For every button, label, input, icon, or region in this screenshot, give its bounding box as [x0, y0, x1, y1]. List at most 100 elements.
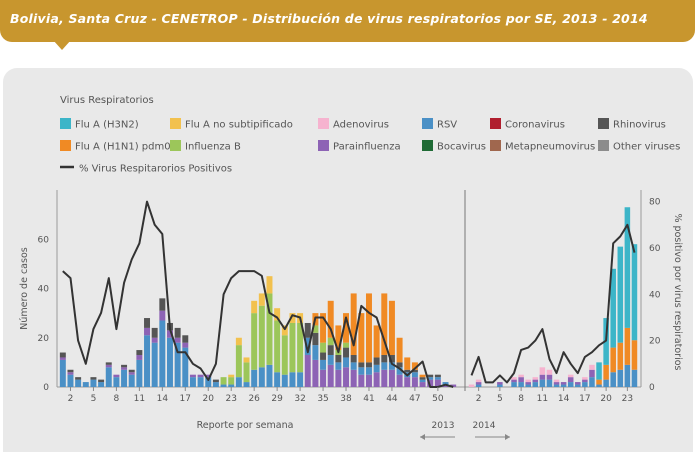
bar-segment	[312, 332, 319, 346]
bar-segment	[388, 354, 395, 363]
bar-segment	[98, 379, 105, 383]
legend-label: Flu A no subtipificado	[185, 120, 293, 131]
bar-segment	[631, 244, 638, 341]
bar-segment	[589, 377, 595, 387]
bar-segment	[582, 377, 588, 380]
bar-segment	[411, 377, 418, 387]
x-tick-label: 2	[476, 394, 482, 404]
bar-segment	[297, 322, 304, 373]
bar-segment	[575, 382, 581, 385]
bar-segment	[610, 347, 616, 373]
bar-segment	[419, 379, 426, 383]
bar-segment	[235, 337, 242, 346]
bar-segment	[411, 372, 418, 378]
y-tick-label: 0	[43, 383, 49, 393]
bar-segment	[411, 369, 418, 373]
bar-segment	[553, 379, 560, 383]
bar-segment	[624, 207, 631, 328]
bar-segment	[166, 337, 173, 387]
bar-segment	[404, 369, 411, 373]
bar-segment	[350, 362, 357, 370]
legend-swatch	[170, 140, 181, 151]
pct-positive-line	[62, 200, 454, 388]
x-tick-label: 20	[203, 394, 215, 404]
bar-segment	[251, 300, 258, 314]
x-tick-label: 32	[294, 394, 305, 404]
bar-segment	[289, 372, 296, 387]
bar-segment	[59, 359, 66, 387]
title-banner: Bolivia, Santa Cruz - CENETROP - Distrib…	[0, 0, 695, 42]
legend-label: RSV	[437, 120, 457, 131]
legend-swatch	[490, 118, 501, 129]
bar-segment	[266, 293, 273, 365]
bar-segment	[59, 352, 66, 358]
bar-segment	[67, 374, 74, 387]
bar-segment	[404, 377, 411, 387]
bar-segment	[82, 382, 89, 387]
bar-segment	[624, 364, 631, 387]
bar-segment	[617, 246, 624, 343]
x-tick-label: 38	[340, 394, 352, 404]
y-axis-label: Número de casos	[19, 247, 30, 329]
bar-segment	[136, 359, 143, 387]
bar-segment	[511, 382, 517, 387]
bar-segment	[312, 345, 319, 360]
bar-segment	[121, 367, 128, 370]
x-tick-label: 23	[225, 394, 236, 404]
legend-label: Other viruses	[613, 142, 680, 153]
chart-panel	[3, 68, 693, 452]
bar-segment	[327, 364, 334, 387]
bar-segment	[546, 369, 553, 375]
x-tick-label: 5	[91, 394, 97, 404]
bar-segment	[121, 369, 128, 387]
x-tick-label: 23	[622, 394, 633, 404]
bar-segment	[251, 313, 258, 370]
legend-label: Coronavirus	[505, 120, 565, 131]
bar-segment	[546, 374, 553, 380]
x-tick-label: 47	[409, 394, 420, 404]
legend-swatch	[170, 118, 181, 129]
bar-segment	[365, 367, 372, 375]
bar-segment	[258, 367, 265, 387]
bar-segment	[243, 362, 250, 383]
bar-segment	[343, 342, 350, 348]
bar-segment	[589, 369, 595, 378]
bar-segment	[182, 342, 189, 348]
bar-segment	[281, 325, 288, 336]
bar-segment	[343, 347, 350, 358]
bar-segment	[159, 310, 166, 321]
x-tick-label: 8	[518, 394, 524, 404]
bar-segment	[511, 377, 517, 380]
bar-segment	[159, 298, 166, 311]
bar-segment	[266, 276, 273, 294]
x-tick-label: 50	[432, 394, 444, 404]
bar-segment	[67, 369, 74, 373]
bar-segment	[243, 382, 250, 387]
legend-swatch	[318, 140, 329, 151]
bar-segment	[281, 335, 288, 375]
bar-segment	[442, 382, 449, 385]
bar-segment	[442, 384, 449, 387]
bar-segment	[205, 377, 212, 387]
y2-tick-label: 20	[649, 337, 661, 347]
legend-label: Parainfluenza	[333, 142, 401, 153]
bar-segment	[128, 372, 135, 375]
bar-segment	[427, 377, 434, 380]
bar-segment	[174, 342, 181, 387]
bar-segment	[617, 369, 624, 387]
bar-segment	[228, 384, 235, 387]
x-tick-label: 26	[248, 394, 260, 404]
chart-title: Bolivia, Santa Cruz - CENETROP - Distrib…	[10, 11, 648, 26]
legend-label: Flu A (H1N1) pdm09	[75, 142, 177, 153]
bar-segment	[212, 379, 219, 383]
legend-swatch	[60, 140, 71, 151]
bar-segment	[128, 374, 135, 387]
bar-segment	[497, 384, 503, 387]
x-tick-label: 41	[363, 394, 374, 404]
legend-swatch	[422, 118, 433, 129]
bar-segment	[228, 377, 235, 385]
bar-segment	[166, 330, 173, 338]
bar-segment	[468, 384, 475, 387]
bar-segment	[90, 379, 97, 387]
y2-tick-label: 0	[649, 383, 655, 393]
